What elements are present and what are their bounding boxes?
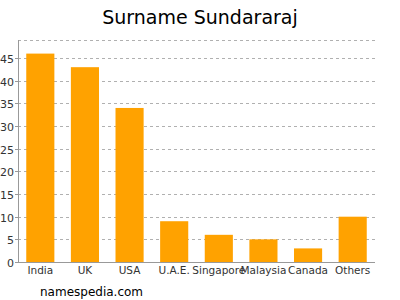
plot-top-line (18, 40, 375, 41)
tick-mark (15, 58, 18, 59)
bar (205, 235, 233, 262)
tick-mark (15, 217, 18, 218)
tick-mark (15, 103, 18, 104)
x-tick-label: Canada (288, 264, 328, 276)
bar (160, 221, 188, 262)
y-tick-label: 10 (0, 212, 14, 225)
tick-mark (15, 171, 18, 172)
bar (26, 54, 54, 262)
x-tick-label: Singapore (192, 264, 245, 276)
y-tick-label: 25 (0, 144, 14, 157)
bar (294, 248, 322, 262)
y-tick-label: 45 (0, 53, 14, 66)
y-axis (18, 40, 19, 262)
x-tick-label: Others (335, 264, 370, 276)
tick-mark (15, 149, 18, 150)
tick-mark (15, 194, 18, 195)
bar (339, 217, 367, 262)
y-tick-label: 30 (0, 121, 14, 134)
tick-mark (15, 239, 18, 240)
chart: Surname Sundararaj 0 5 10 15 20 25 30 35 40 45 Indi… (0, 0, 400, 300)
tick-mark (15, 262, 18, 263)
bar (116, 108, 144, 262)
x-tick-label: Malaysia (240, 264, 286, 276)
grid-line (18, 58, 375, 59)
y-tick-label: 0 (7, 257, 14, 270)
annotation: namespedia.com (40, 285, 143, 299)
y-tick-label: 15 (0, 189, 14, 202)
bars (26, 54, 366, 262)
y-tick-label: 5 (7, 234, 14, 247)
bar (71, 67, 99, 262)
x-tick-label: USA (119, 264, 142, 276)
x-tick-label: India (27, 264, 53, 276)
bar (249, 239, 277, 262)
y-tick-label: 40 (0, 76, 14, 89)
x-axis (18, 262, 375, 263)
title: Surname Sundararaj (102, 6, 298, 28)
y-tick-label: 35 (0, 98, 14, 111)
tick-mark (15, 126, 18, 127)
tick-mark (15, 81, 18, 82)
x-tick-label: UK (78, 264, 94, 276)
y-tick-label: 20 (0, 166, 14, 179)
x-tick-label: U.A.E. (159, 264, 190, 276)
